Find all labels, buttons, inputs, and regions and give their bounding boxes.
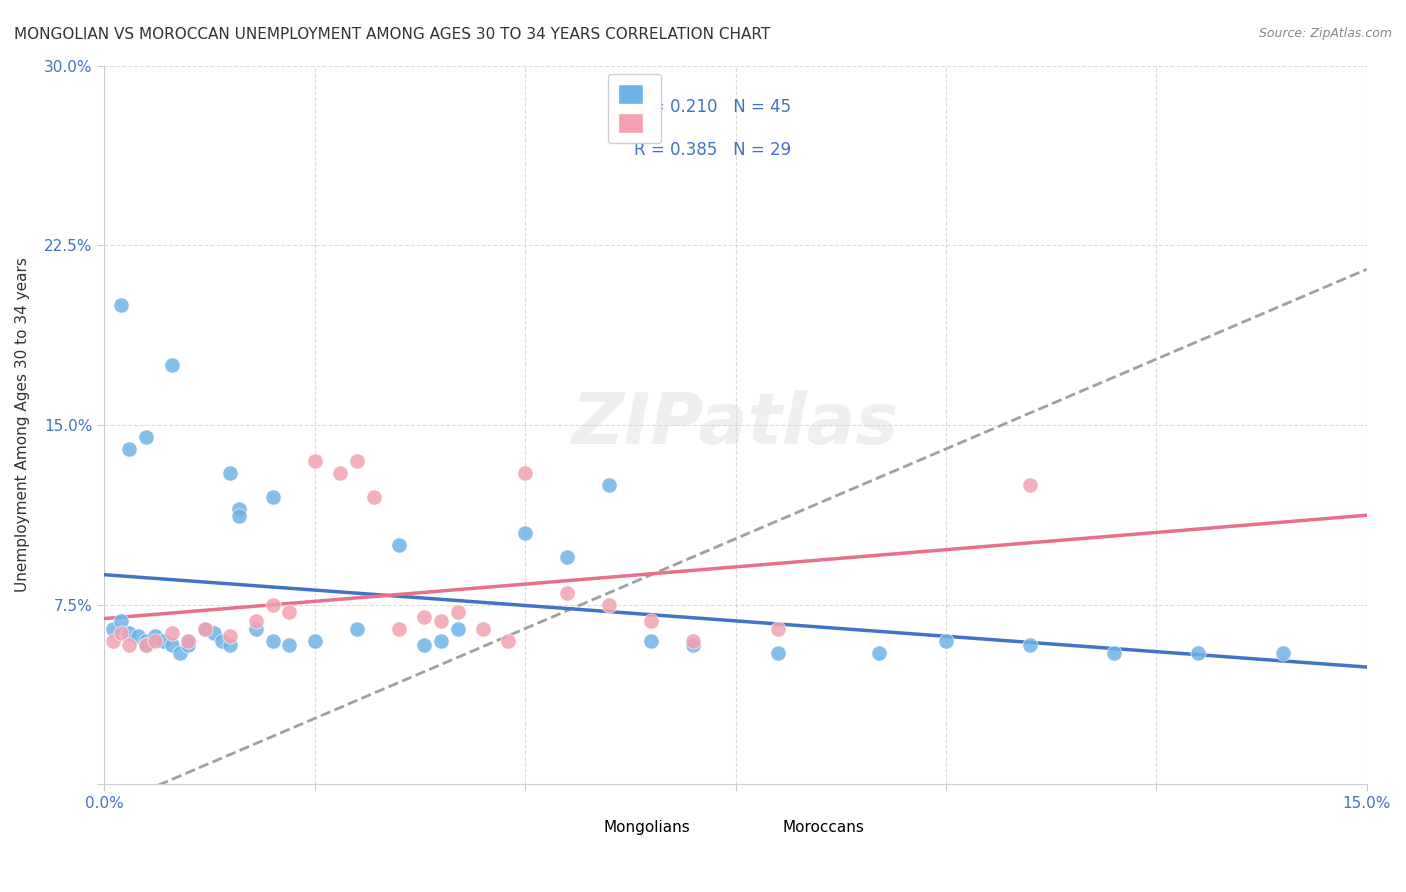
Point [219, 639, 242, 653]
Point [640, 615, 662, 629]
Y-axis label: Unemployment Among Ages 30 to 34 years: Unemployment Among Ages 30 to 34 years [15, 258, 30, 592]
Legend: , : , [607, 74, 661, 143]
Point [211, 633, 233, 648]
Point [101, 622, 124, 636]
Point [472, 622, 495, 636]
Point [496, 633, 519, 648]
Point [640, 633, 662, 648]
Point [598, 598, 620, 612]
Text: ZIPatlas: ZIPatlas [572, 391, 900, 459]
Point [766, 646, 789, 660]
Point [555, 585, 578, 599]
Point [110, 615, 132, 629]
Point [135, 639, 157, 653]
Point [1019, 478, 1042, 492]
Text: Moroccans: Moroccans [783, 820, 865, 835]
Point [228, 501, 250, 516]
Point [160, 626, 183, 640]
Point [118, 626, 141, 640]
Point [868, 646, 890, 660]
Point [160, 358, 183, 372]
Point [513, 466, 536, 480]
Point [304, 454, 326, 468]
Point [118, 639, 141, 653]
Text: Source: ZipAtlas.com: Source: ZipAtlas.com [1258, 27, 1392, 40]
Point [682, 639, 704, 653]
Point [388, 622, 411, 636]
Point [143, 633, 166, 648]
Point [346, 454, 368, 468]
Text: Mongolians: Mongolians [603, 820, 690, 835]
Point [447, 622, 470, 636]
Point [363, 490, 385, 504]
Point [555, 549, 578, 564]
Point [1187, 646, 1209, 660]
Point [1019, 639, 1042, 653]
Point [278, 605, 301, 619]
Point [682, 633, 704, 648]
Point [135, 633, 157, 648]
Point [177, 639, 200, 653]
Point [262, 598, 284, 612]
Point [135, 639, 157, 653]
Text: R = 0.210   N = 45: R = 0.210 N = 45 [634, 98, 792, 116]
Point [245, 615, 267, 629]
Point [219, 629, 242, 643]
Point [262, 633, 284, 648]
Point [278, 639, 301, 653]
Point [169, 646, 191, 660]
Point [135, 430, 157, 444]
Point [935, 633, 957, 648]
Point [513, 525, 536, 540]
Point [346, 622, 368, 636]
Point [118, 442, 141, 456]
Point [430, 615, 453, 629]
Text: R = 0.385   N = 29: R = 0.385 N = 29 [634, 141, 792, 159]
Point [110, 626, 132, 640]
Point [413, 639, 436, 653]
Point [152, 633, 174, 648]
Point [1104, 646, 1126, 660]
Point [160, 639, 183, 653]
Point [430, 633, 453, 648]
Point [219, 466, 242, 480]
Point [177, 633, 200, 648]
Point [127, 629, 149, 643]
Point [329, 466, 352, 480]
Point [194, 622, 217, 636]
Point [202, 626, 225, 640]
Point [101, 633, 124, 648]
Point [110, 298, 132, 312]
Point [1271, 646, 1294, 660]
Point [143, 629, 166, 643]
Point [766, 622, 789, 636]
Point [245, 622, 267, 636]
Point [413, 609, 436, 624]
Point [447, 605, 470, 619]
Point [304, 633, 326, 648]
Point [177, 633, 200, 648]
Point [228, 508, 250, 523]
Text: MONGOLIAN VS MOROCCAN UNEMPLOYMENT AMONG AGES 30 TO 34 YEARS CORRELATION CHART: MONGOLIAN VS MOROCCAN UNEMPLOYMENT AMONG… [14, 27, 770, 42]
Point [598, 478, 620, 492]
Point [262, 490, 284, 504]
Point [388, 538, 411, 552]
Point [194, 622, 217, 636]
